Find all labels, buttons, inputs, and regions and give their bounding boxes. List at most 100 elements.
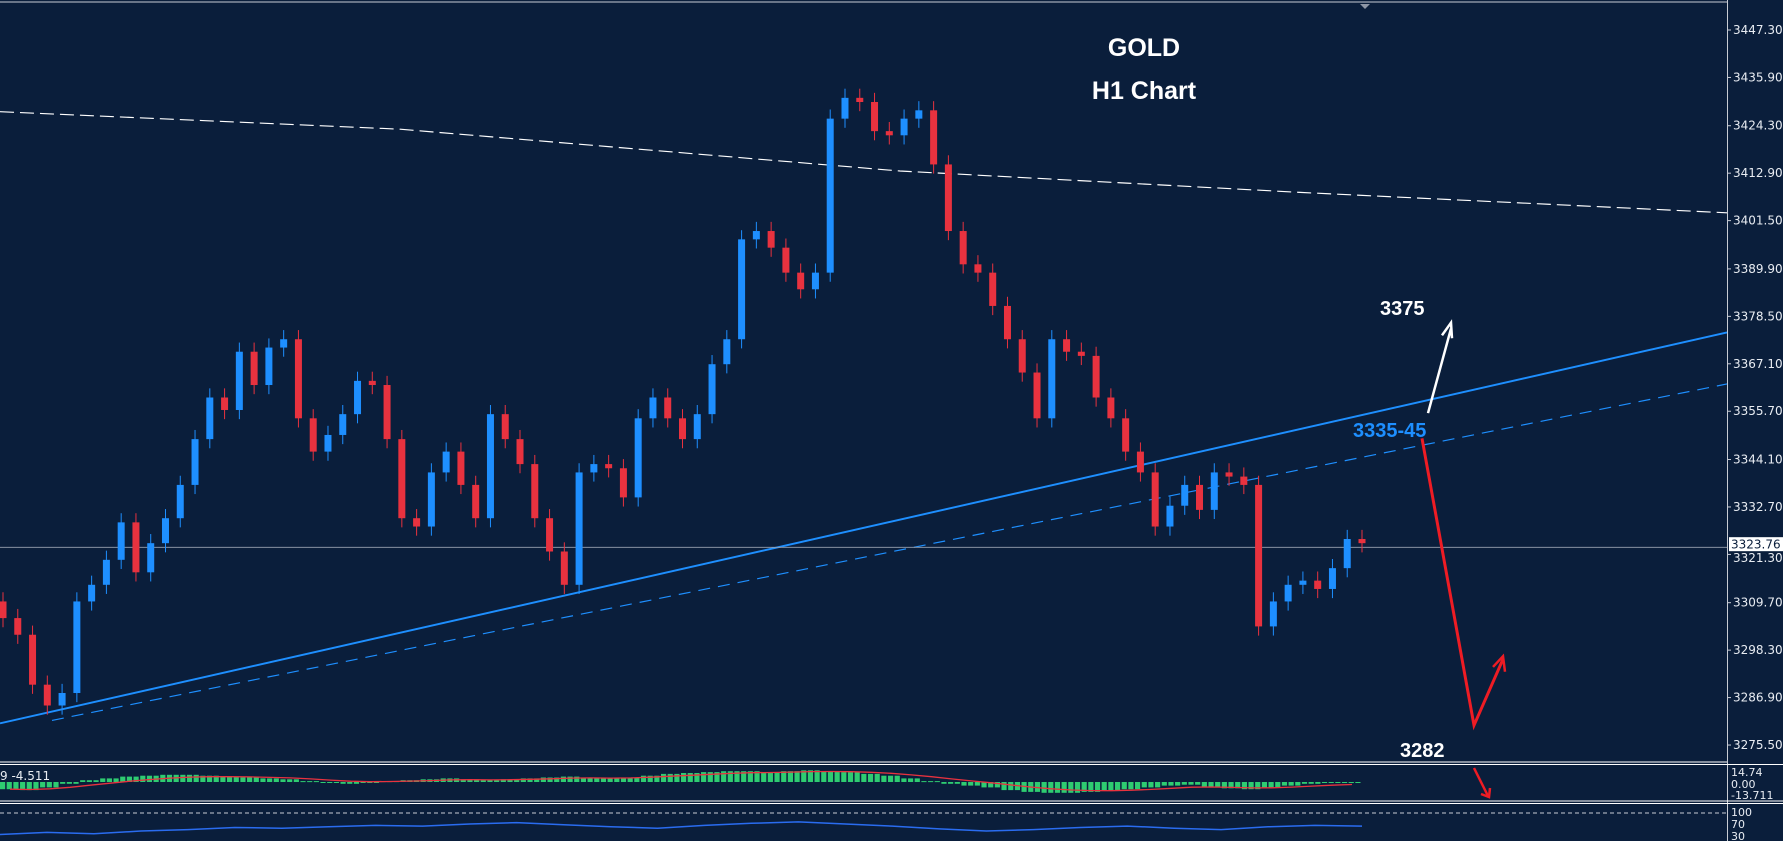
macd-histogram-bar bbox=[574, 776, 580, 782]
ascending-trendline[interactable] bbox=[0, 331, 1728, 725]
macd-histogram-bar bbox=[26, 782, 32, 791]
candle-bullish bbox=[649, 397, 657, 419]
macd-histogram-bar bbox=[1161, 782, 1167, 786]
macd-histogram-bar bbox=[300, 781, 306, 783]
macd-histogram-bar bbox=[1041, 782, 1047, 793]
macd-histogram-bar bbox=[287, 779, 293, 782]
macd-histogram-bar bbox=[1181, 782, 1187, 785]
macd-panel bbox=[0, 770, 1361, 793]
down-arrow-head-icon bbox=[1480, 787, 1492, 799]
candle-bearish bbox=[885, 131, 893, 136]
macd-histogram-bar bbox=[988, 782, 994, 788]
parallel-trendline-dashed[interactable] bbox=[51, 383, 1728, 721]
candle-bearish bbox=[871, 102, 879, 132]
candle-bearish bbox=[516, 439, 524, 465]
macd-histogram-bar bbox=[781, 771, 787, 782]
price-tick-label: 3309.70 bbox=[1733, 596, 1783, 610]
macd-histogram-bar bbox=[867, 773, 874, 782]
macd-histogram-bar bbox=[540, 777, 546, 782]
macd-histogram-bar bbox=[761, 772, 767, 782]
macd-histogram-bar bbox=[467, 779, 473, 782]
candle-bullish bbox=[1210, 472, 1218, 510]
macd-histogram-bar bbox=[293, 779, 299, 782]
macd-histogram-bar bbox=[1114, 782, 1121, 791]
macd-histogram-bar bbox=[1341, 782, 1348, 783]
price-tick-label: 3355.70 bbox=[1733, 404, 1783, 418]
macd-histogram-bar bbox=[273, 778, 279, 782]
macd-histogram-bar bbox=[948, 782, 954, 784]
macd-histogram-bar bbox=[554, 777, 560, 782]
candle-bearish bbox=[1240, 476, 1248, 485]
main-panel-drawings bbox=[0, 111, 1728, 731]
macd-histogram-bar bbox=[747, 771, 753, 782]
oscillator-line bbox=[0, 821, 1363, 836]
macd-histogram-bar bbox=[741, 771, 747, 782]
macd-histogram-bar bbox=[1094, 782, 1101, 792]
macd-histogram-bar bbox=[941, 782, 947, 784]
macd-histogram-bar bbox=[600, 778, 607, 782]
candle-bullish bbox=[58, 693, 66, 706]
price-tick-label: 3332.70 bbox=[1733, 500, 1783, 514]
up-arrow-head-icon bbox=[1440, 319, 1454, 339]
macd-histogram-bar bbox=[721, 771, 727, 782]
candle-bearish bbox=[1358, 539, 1366, 544]
macd-histogram-bar bbox=[1228, 782, 1234, 789]
candle-bullish bbox=[900, 118, 908, 136]
macd-histogram-bar bbox=[1148, 782, 1154, 788]
macd-histogram-bar bbox=[921, 781, 927, 783]
macd-histogram-bar bbox=[807, 770, 814, 782]
macd-histogram-bar bbox=[1275, 782, 1281, 788]
oscillator-scale-100: 100 bbox=[1731, 806, 1752, 819]
macd-histogram-bar bbox=[353, 782, 360, 784]
price-tick-label: 3389.90 bbox=[1733, 262, 1783, 276]
price-tick-label: 3344.10 bbox=[1733, 453, 1783, 467]
macd-histogram-bar bbox=[133, 776, 139, 782]
macd-histogram-bar bbox=[313, 781, 319, 783]
candle-bearish bbox=[221, 397, 229, 410]
candle-bearish bbox=[1122, 418, 1130, 452]
candle-bullish bbox=[1328, 568, 1336, 589]
candle-bearish bbox=[250, 351, 258, 386]
candle-bullish bbox=[1284, 584, 1292, 602]
macd-scale-min: -13.711 bbox=[1731, 789, 1773, 802]
macd-histogram-bar bbox=[787, 771, 793, 782]
candle-bearish bbox=[679, 418, 686, 440]
macd-histogram-bar bbox=[233, 776, 239, 782]
macd-histogram-bar bbox=[1108, 782, 1114, 791]
macd-histogram-bar bbox=[734, 771, 740, 782]
macd-histogram-bar bbox=[841, 772, 847, 782]
macd-histogram-bar bbox=[1315, 782, 1321, 784]
macd-histogram-bar bbox=[1128, 782, 1134, 790]
candle-bearish bbox=[1018, 339, 1026, 373]
macd-histogram-bar bbox=[460, 779, 466, 782]
macd-value-label: 9 -4.511 bbox=[0, 769, 50, 783]
candle-bullish bbox=[117, 522, 125, 560]
macd-histogram-bar bbox=[567, 776, 573, 782]
macd-histogram-bar bbox=[1155, 782, 1161, 788]
price-axis[interactable]: 3447.30 3435.90 3424.30 3412.90 3401.50 3389.… bbox=[1727, 23, 1783, 752]
macd-histogram-bar bbox=[20, 782, 26, 791]
candle-bullish bbox=[73, 601, 81, 694]
macd-histogram-bar bbox=[320, 782, 326, 783]
macd-histogram-bar bbox=[901, 778, 907, 782]
macd-histogram-bar bbox=[1081, 782, 1087, 792]
macd-histogram-bar bbox=[647, 775, 653, 782]
macd-histogram-bar bbox=[1308, 782, 1314, 784]
candle-bearish bbox=[14, 618, 22, 635]
scroll-marker-icon[interactable] bbox=[1360, 4, 1370, 9]
candle-bearish bbox=[619, 468, 627, 498]
down-arrow-icon bbox=[1472, 767, 1490, 797]
macd-histogram-bar bbox=[527, 778, 533, 782]
macd-histogram-bar bbox=[1248, 782, 1254, 790]
candle-bearish bbox=[1314, 580, 1322, 589]
zone-label: 3335-45 bbox=[1353, 420, 1426, 442]
macd-histogram-bar bbox=[333, 782, 339, 783]
macd-histogram-bar bbox=[73, 782, 79, 784]
macd-histogram-bar bbox=[727, 771, 733, 782]
macd-histogram-bar bbox=[1068, 782, 1074, 793]
candle-bullish bbox=[708, 364, 716, 415]
macd-histogram-bar bbox=[1188, 782, 1194, 785]
candle-bullish bbox=[339, 414, 347, 435]
current-price-label: 3323.76 bbox=[1731, 538, 1781, 552]
